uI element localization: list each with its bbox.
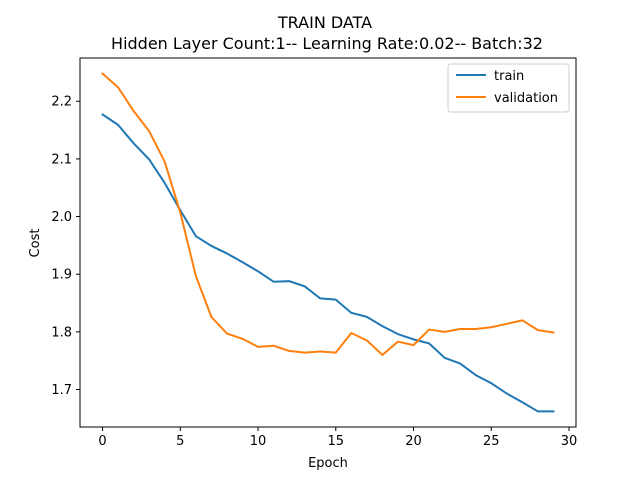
y-tick-label: 2.0 — [51, 210, 72, 225]
plot-area — [79, 57, 577, 428]
x-tick-label: 25 — [483, 434, 500, 449]
series-line-validation — [101, 72, 555, 356]
legend-label-validation: validation — [494, 91, 558, 106]
legend: train validation — [447, 63, 570, 113]
axes-frame — [79, 57, 577, 428]
x-axis-ticks: 0 5 10 15 20 25 30 — [98, 427, 577, 449]
y-axis-ticks: 1.7 1.8 1.9 2.0 2.1 2.2 — [51, 95, 80, 398]
chart-subtitle: Hidden Layer Count:1-- Learning Rate:0.0… — [111, 34, 543, 53]
y-tick-label: 2.1 — [51, 152, 72, 167]
y-tick-label: 2.2 — [51, 95, 72, 110]
x-tick-label: 10 — [250, 434, 267, 449]
y-tick-label: 1.8 — [51, 325, 72, 340]
series-layer — [101, 72, 555, 413]
legend-label-train: train — [494, 69, 524, 84]
y-tick-label: 1.7 — [51, 383, 72, 398]
x-tick-label: 30 — [561, 434, 578, 449]
y-tick-label: 1.9 — [51, 268, 72, 283]
x-axis-label: Epoch — [308, 456, 348, 471]
chart-title: TRAIN DATA — [277, 13, 372, 32]
x-tick-label: 15 — [328, 434, 345, 449]
x-tick-label: 0 — [98, 434, 106, 449]
y-axis-label: Cost — [28, 229, 43, 258]
x-tick-label: 5 — [176, 434, 184, 449]
x-tick-label: 20 — [405, 434, 422, 449]
